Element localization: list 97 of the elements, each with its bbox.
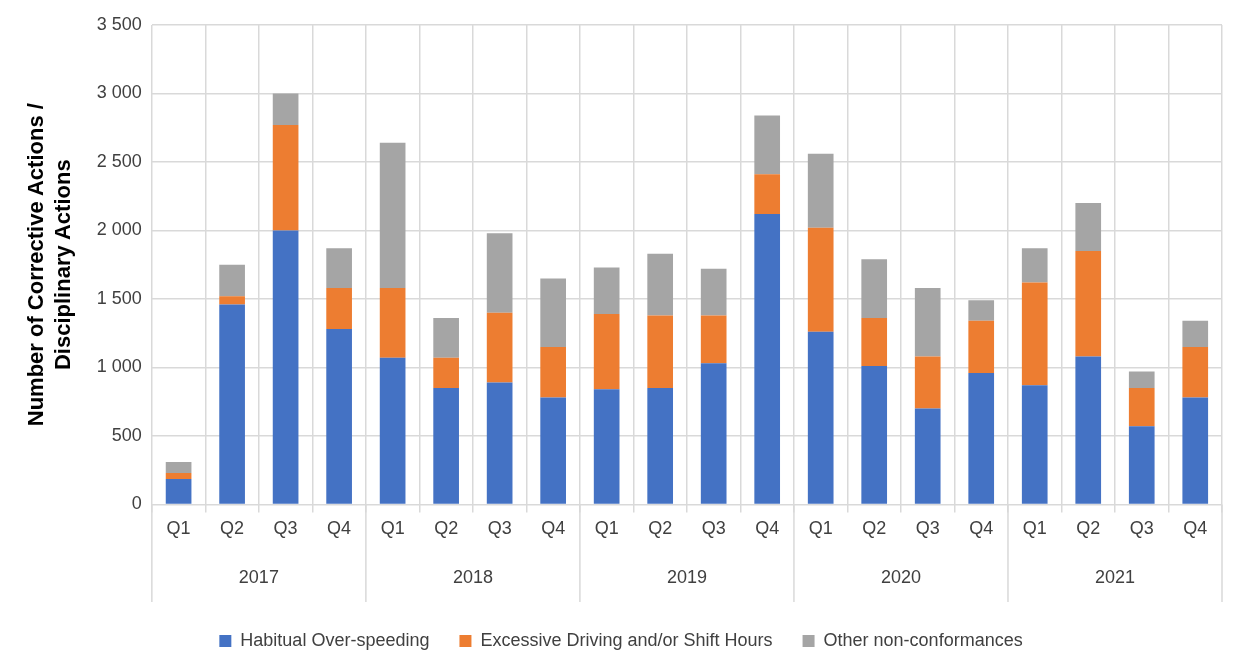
bar [968, 300, 995, 321]
x-tick-label: Q4 [327, 518, 352, 539]
bar [700, 268, 727, 316]
legend-label: Excessive Driving and/or Shift Hours [480, 629, 773, 650]
bar [433, 357, 459, 388]
bar [165, 461, 192, 473]
y-tick-label: 1 000 [96, 356, 142, 377]
x-tick-label: Q1 [808, 518, 833, 539]
bar [379, 357, 406, 504]
bar [219, 304, 245, 504]
bar [700, 315, 727, 364]
y-tick-label: 1 500 [96, 287, 142, 308]
bar [1128, 426, 1155, 504]
y-tick-label: 0 [131, 493, 142, 514]
bar [647, 315, 674, 388]
y-tick-label: 2 500 [96, 150, 142, 171]
bar [1021, 282, 1048, 386]
bar [914, 408, 941, 504]
bar [1021, 248, 1048, 283]
bar [914, 356, 941, 409]
x-tick-label: Q4 [541, 518, 566, 539]
x-tick-label: Q2 [862, 518, 887, 539]
bar [326, 329, 352, 504]
bar [219, 296, 245, 305]
bar [807, 227, 834, 332]
bar [1075, 203, 1102, 251]
bar [326, 287, 352, 330]
bar [1021, 385, 1048, 504]
legend-label: Habitual Over-speeding [240, 629, 430, 650]
bar [433, 318, 459, 358]
bar [540, 346, 566, 398]
bar [593, 389, 620, 504]
bar [593, 314, 620, 390]
bar [861, 366, 888, 504]
bar [647, 387, 674, 504]
bar [433, 387, 459, 504]
bar [647, 253, 674, 316]
x-tick-label: Q2 [648, 518, 673, 539]
text: 2018 [452, 566, 493, 587]
bar [754, 115, 781, 175]
bar [1075, 251, 1102, 357]
y-tick-label: 2 000 [96, 219, 142, 240]
bar [1128, 371, 1155, 388]
bar [540, 397, 566, 504]
legend-label: Other non-conformances [823, 629, 1023, 650]
bar [593, 267, 620, 315]
x-tick-label: Q1 [380, 518, 405, 539]
bar [540, 278, 566, 347]
x-tick-label: Q3 [1129, 518, 1154, 539]
text: 2017 [238, 566, 279, 587]
bar [219, 264, 245, 297]
x-tick-label: Q3 [487, 518, 512, 539]
bar [1182, 320, 1209, 347]
bar [700, 363, 727, 504]
bar [486, 312, 513, 383]
bar [914, 287, 941, 357]
x-tick-label: Q1 [594, 518, 619, 539]
y-tick-label: 3 500 [96, 13, 142, 34]
bar [754, 174, 781, 215]
x-tick-label: Q2 [434, 518, 459, 539]
bar [861, 259, 888, 319]
x-tick-label: Q3 [701, 518, 726, 539]
bar [968, 372, 995, 504]
bar [968, 320, 995, 373]
x-tick-label: Q4 [969, 518, 994, 539]
y-axis-title: Number of Corrective Actions / Disciplinary Actions [23, 103, 75, 427]
x-tick-label: Q4 [1183, 518, 1208, 539]
text: 2019 [666, 566, 707, 587]
bar [272, 93, 299, 125]
x-tick-label: Q3 [915, 518, 940, 539]
bar [326, 248, 352, 288]
x-tick-label: Q2 [1076, 518, 1101, 539]
bar [1075, 356, 1102, 504]
bar [861, 318, 888, 367]
bar [807, 331, 834, 504]
bar [379, 287, 406, 358]
y-tick-label: 500 [111, 424, 142, 445]
bar [1182, 346, 1209, 398]
bar [272, 124, 299, 231]
bar [754, 214, 781, 504]
y-tick-label: 3 000 [96, 82, 142, 103]
x-tick-label: Q3 [273, 518, 298, 539]
x-tick-label: Q2 [220, 518, 245, 539]
x-tick-label: Q1 [1022, 518, 1047, 539]
bar [807, 153, 834, 228]
bar [1128, 387, 1155, 427]
x-tick-label: Q4 [755, 518, 780, 539]
text: 2020 [880, 566, 921, 587]
bar [165, 479, 192, 504]
bar [165, 472, 192, 480]
bar [1182, 397, 1209, 504]
bar [272, 230, 299, 504]
bar [486, 233, 513, 313]
text: 2021 [1094, 566, 1136, 587]
bar [486, 382, 513, 504]
x-tick-label: Q1 [166, 518, 191, 539]
bar [379, 142, 406, 288]
